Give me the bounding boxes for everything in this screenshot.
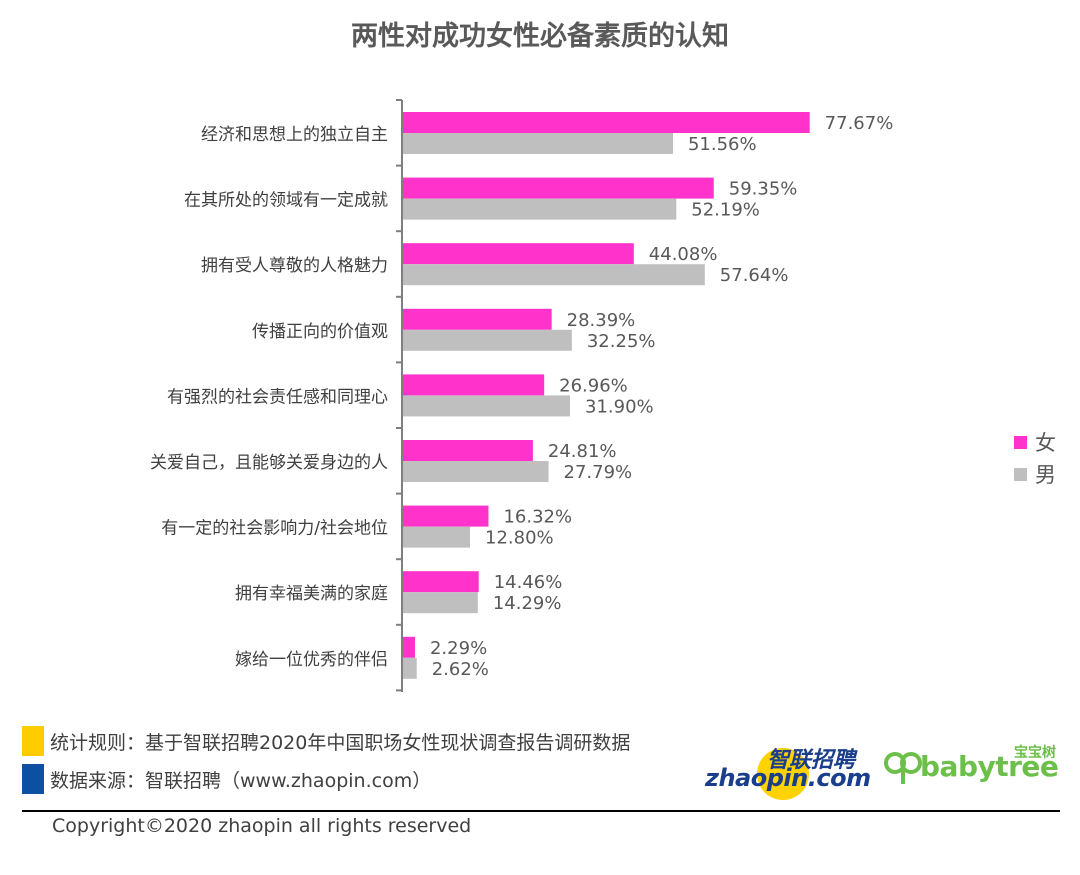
- category-label: 拥有幸福美满的家庭: [235, 584, 388, 604]
- data-label-female: 16.32%: [503, 507, 572, 528]
- bar-female: [403, 112, 810, 133]
- blue-square-icon: [22, 764, 44, 794]
- legend-label-female: 女: [1035, 431, 1056, 455]
- legend-swatch-male: [1014, 467, 1027, 481]
- babytree-logo-cn: 宝宝树: [1014, 745, 1056, 761]
- legend-item-female: 女: [1014, 426, 1056, 458]
- bar-male: [403, 264, 705, 286]
- category-label: 拥有受人尊敬的人格魅力: [201, 256, 388, 276]
- data-label-male: 12.80%: [485, 528, 554, 549]
- babytree-icon: [884, 752, 922, 784]
- bar-chart: 经济和思想上的独立自主 77.67% 51.56% 在其所处的领域有一定成就 59.35…: [150, 99, 894, 692]
- zhaopin-logo: 智联招聘 zhaopin.com: [705, 742, 871, 802]
- legend: 女 男: [1014, 426, 1056, 490]
- babytree-logo: 宝宝树 babytree: [880, 742, 1060, 792]
- footer-source-text: 数据来源：智联招聘（www.zhaopin.com）: [50, 769, 432, 792]
- data-label-male: 32.25%: [587, 331, 656, 352]
- category-label: 关爱自己，且能够关爱身边的人: [150, 453, 388, 473]
- data-label-female: 59.35%: [729, 179, 798, 200]
- bar-male: [403, 657, 417, 679]
- footer-rule: 统计规则：基于智联招聘2020年中国职场女性现状调查报告调研数据: [22, 726, 630, 756]
- chart-title: 两性对成功女性必备素质的认知: [351, 21, 729, 52]
- bar-female: [403, 177, 714, 199]
- footer-source: 数据来源：智联招聘（www.zhaopin.com）: [22, 764, 431, 794]
- zhaopin-logo-cn: 智联招聘: [767, 748, 856, 773]
- category-label: 传播正向的价值观: [252, 322, 388, 342]
- bar-male: [403, 133, 673, 154]
- bar-female: [403, 440, 533, 461]
- legend-swatch-female: [1014, 435, 1027, 449]
- babytree-logo-en: babytree: [920, 750, 1059, 783]
- zhaopin-logo-en: zhaopin.com: [705, 764, 871, 792]
- copyright-text: Copyright©2020 zhaopin all rights reserv…: [52, 815, 472, 837]
- category-label: 经济和思想上的独立自主: [201, 125, 388, 145]
- bar-male: [403, 526, 471, 548]
- data-label-female: 2.29%: [430, 638, 487, 659]
- data-label-female: 26.96%: [559, 375, 628, 396]
- bar-male: [403, 329, 572, 351]
- data-label-male: 31.90%: [585, 396, 654, 417]
- category-label: 有强烈的社会责任感和同理心: [167, 387, 388, 407]
- bar-female: [403, 243, 634, 265]
- data-label-male: 51.56%: [688, 134, 757, 155]
- bar-female: [403, 505, 489, 527]
- category-label: 有一定的社会影响力/社会地位: [161, 519, 388, 539]
- data-label-female: 24.81%: [548, 441, 617, 462]
- bar-female: [403, 571, 479, 593]
- data-label-female: 44.08%: [649, 244, 718, 265]
- data-label-male: 52.19%: [691, 200, 760, 221]
- category-label: 嫁给一位优秀的伴侣: [235, 650, 388, 670]
- data-label-male: 14.29%: [493, 593, 562, 614]
- bar-male: [403, 198, 677, 220]
- zhaopin-dot-icon: [757, 748, 809, 800]
- yellow-square-icon: [22, 726, 44, 756]
- footer-rule-text: 统计规则：基于智联招聘2020年中国职场女性现状调查报告调研数据: [50, 731, 631, 754]
- data-label-male: 57.64%: [720, 265, 789, 286]
- bar-male: [403, 395, 571, 417]
- data-label-female: 14.46%: [494, 572, 563, 593]
- bar-male: [403, 461, 549, 482]
- legend-label-male: 男: [1035, 463, 1056, 487]
- data-label-female: 77.67%: [825, 113, 894, 134]
- bar-female: [403, 374, 545, 396]
- data-label-male: 27.79%: [564, 462, 633, 483]
- footer-divider: [22, 810, 1060, 812]
- category-label: 在其所处的领域有一定成就: [184, 191, 388, 211]
- data-label-male: 2.62%: [432, 659, 489, 680]
- legend-item-male: 男: [1014, 458, 1056, 490]
- data-label-female: 28.39%: [567, 310, 636, 331]
- bar-female: [403, 636, 415, 658]
- bar-female: [403, 308, 552, 330]
- bar-male: [403, 592, 478, 614]
